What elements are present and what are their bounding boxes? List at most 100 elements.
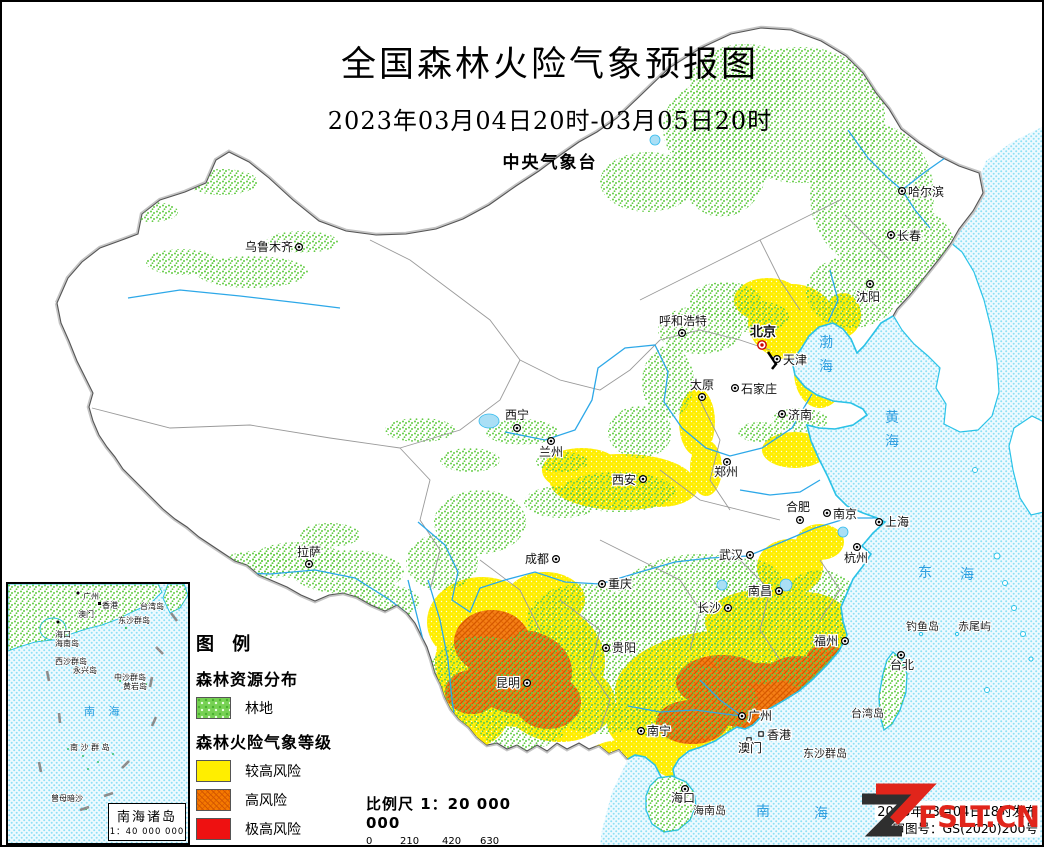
city-kunming: 昆明 bbox=[495, 675, 531, 691]
city-shenyang: 沈阳 bbox=[855, 280, 881, 305]
legend-item-forest: 林地 bbox=[196, 697, 332, 719]
scale-tick-630: 630 km bbox=[480, 836, 500, 847]
city-label-fuzhou: 福州 bbox=[814, 633, 838, 648]
inset-label-3: 台湾岛 bbox=[140, 601, 164, 611]
inset-label-1: 香港 bbox=[102, 600, 118, 610]
city-label-zhengzhou: 郑州 bbox=[714, 464, 738, 479]
forecast-period: 2023年03月04日20时-03月05日20时 bbox=[327, 107, 773, 135]
city-xian: 西安 bbox=[611, 471, 647, 488]
inset-scale: 1：40 000 000 bbox=[109, 827, 185, 837]
page-title: 全国森林火险气象预报图 bbox=[340, 45, 759, 85]
city-changsha: 长沙 bbox=[696, 600, 732, 616]
island-label-1: 海南岛 bbox=[693, 803, 726, 817]
city-shijiazhuang: 石家庄 bbox=[730, 380, 778, 397]
inset-label-0: 广州 bbox=[83, 591, 99, 601]
city-label-haerbin: 哈尔滨 bbox=[908, 184, 944, 199]
legend-item-extreme-risk: 极高风险 bbox=[196, 818, 332, 840]
watermark-logo-red bbox=[876, 783, 937, 825]
city-label-nanjing: 南京 bbox=[833, 506, 857, 521]
inset-caption-box: 南海诸岛 1：40 000 000 bbox=[108, 803, 186, 841]
city-beijing: 北京 bbox=[749, 323, 777, 350]
city-huhehaote: 呼和浩特 bbox=[658, 312, 708, 338]
city-chongqing: 重庆 bbox=[597, 576, 633, 592]
city-label-chengdu: 成都 bbox=[525, 552, 549, 566]
map-header: 全国森林火险气象预报图 2023年03月04日20时-03月05日20时 中央气… bbox=[250, 36, 850, 173]
city-label-nanning: 南宁 bbox=[647, 723, 671, 738]
inset-label-10: 黄岩岛 bbox=[123, 681, 147, 691]
inset-title: 南海诸岛 bbox=[116, 810, 177, 825]
island-label-4: 东沙群岛 bbox=[803, 746, 847, 760]
city-label-taiyuan: 太原 bbox=[690, 377, 714, 392]
inset-label-11: 南 海 bbox=[84, 704, 125, 718]
map-approval-number: 审图号：GS(2020)200号 bbox=[890, 818, 1040, 837]
sea-label-5: 海 bbox=[960, 567, 976, 583]
city-guangzhou: 广州 bbox=[737, 708, 773, 724]
taiwan-island bbox=[878, 650, 908, 732]
inset-hainan bbox=[39, 617, 67, 641]
city-label-shenyang: 沈阳 bbox=[856, 289, 880, 304]
sea-label-2: 黄 bbox=[885, 409, 901, 426]
city-label-hangzhou: 杭州 bbox=[844, 550, 868, 565]
moderate-risk-label: 较高风险 bbox=[245, 764, 301, 780]
inset-label-9: 中沙群岛 bbox=[114, 672, 146, 682]
scale-bar: 比例尺 1：20 000 000 0 210 420 630 km bbox=[366, 793, 546, 847]
agency-name: 中央气象台 bbox=[502, 153, 598, 173]
forest-swatch bbox=[196, 697, 231, 719]
city-chengdu: 成都 bbox=[524, 551, 560, 567]
ryukyu-islands bbox=[918, 467, 1034, 693]
city-taiyuan: 太原 bbox=[689, 376, 715, 402]
city-taibei: 台北 bbox=[889, 650, 915, 673]
sea-label-0: 渤 bbox=[819, 335, 835, 351]
inset-label-8: 永兴岛 bbox=[73, 665, 97, 675]
city-nanchang: 南昌 bbox=[747, 582, 783, 599]
extreme-risk-label: 极高风险 bbox=[245, 822, 301, 838]
watermark-text: FSLT.CN bbox=[918, 800, 1040, 834]
island-label-0: 台湾岛 bbox=[851, 706, 884, 720]
city-hangzhou: 杭州 bbox=[843, 542, 869, 566]
japan-island bbox=[1008, 415, 1044, 516]
south-china-sea-inset: 广州 香港 澳门 台湾岛 东沙群岛 海口 海南岛 西沙群岛 永兴岛 中沙群岛 黄岩岛南 海南 沙 群… bbox=[6, 582, 190, 845]
island-label-2: 钓鱼岛 bbox=[906, 619, 939, 633]
legend-item-high-risk: 高风险 bbox=[196, 789, 332, 811]
island-label-3: 赤尾屿 bbox=[958, 620, 991, 633]
city-haikou: 海口 bbox=[670, 784, 696, 806]
moderate-risk-swatch bbox=[196, 760, 231, 782]
city-label-nanchang: 南昌 bbox=[748, 583, 772, 598]
sea-label-7: 海 bbox=[814, 806, 830, 822]
city-haerbin: 哈尔滨 bbox=[897, 183, 945, 200]
city-lanzhou: 兰州 bbox=[538, 437, 564, 460]
scale-ticks: 0 210 420 630 km bbox=[366, 836, 516, 847]
city-label-wulumuqi: 乌鲁木齐 bbox=[245, 239, 293, 254]
city-wuhan: 武汉 bbox=[718, 547, 754, 563]
city-label-xianggang: 香港 bbox=[767, 728, 791, 742]
city-zhengzhou: 郑州 bbox=[713, 458, 739, 480]
inset-label-7: 西沙群岛 bbox=[55, 656, 87, 666]
sea-labels: 渤海黄海东 海南海 bbox=[756, 335, 976, 822]
city-label-shijiazhuang: 石家庄 bbox=[741, 381, 777, 396]
scale-tick-420: 420 bbox=[442, 836, 462, 847]
sea-label-1: 海 bbox=[819, 359, 835, 375]
release-time: 2023年03月04日18时发布 bbox=[875, 801, 1040, 820]
extreme-risk-swatch bbox=[196, 818, 231, 840]
sea-label-6: 南 bbox=[756, 804, 772, 820]
city-label-shanghai: 上海 bbox=[885, 514, 909, 529]
scale-label: 比例尺 1：20 000 000 bbox=[366, 795, 512, 832]
coastline bbox=[627, 315, 894, 789]
sea-label-4: 东 bbox=[918, 565, 934, 581]
legend-item-moderate-risk: 较高风险 bbox=[196, 760, 332, 782]
city-jinan: 济南 bbox=[777, 406, 813, 423]
city-label-chongqing: 重庆 bbox=[608, 577, 632, 591]
city-label-lasa: 拉萨 bbox=[297, 544, 321, 559]
city-wulumuqi: 乌鲁木齐 bbox=[244, 238, 304, 255]
legend-forest-section: 森林资源分布 bbox=[196, 670, 299, 689]
city-label-changsha: 长沙 bbox=[697, 601, 721, 615]
legend: 图 例 森林资源分布 林地 森林火险气象等级 较高风险 高风险 极高风险 bbox=[196, 630, 332, 847]
city-label-changchun: 长春 bbox=[897, 229, 921, 243]
city-label-aomen: 澳门 bbox=[738, 740, 762, 755]
high-risk-swatch bbox=[196, 789, 231, 811]
city-fuzhou: 福州 bbox=[813, 632, 849, 649]
